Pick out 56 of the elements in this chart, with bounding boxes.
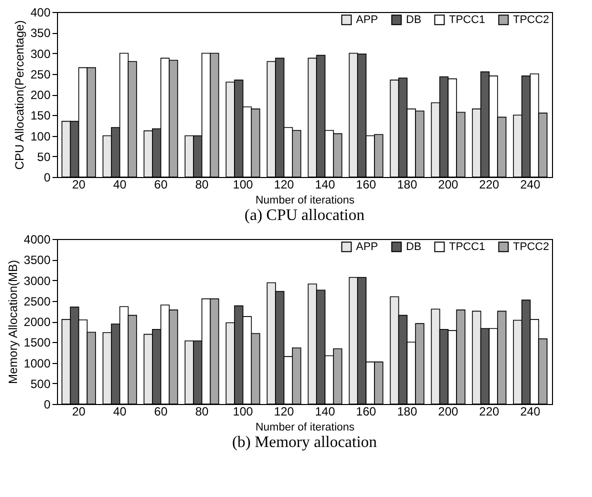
- x-tick-label: 60: [154, 178, 168, 192]
- x-tick-label: 240: [520, 178, 541, 192]
- y-tick-label: 200: [30, 88, 51, 102]
- x-tick-label: 120: [274, 178, 294, 192]
- legend-label: DB: [406, 14, 422, 26]
- x-tick-label: 220: [479, 404, 500, 418]
- y-tick-label: 400: [30, 6, 51, 20]
- x-tick-label: 200: [438, 178, 458, 192]
- y-tick-label: 100: [30, 129, 51, 144]
- y-tick-label: 4000: [24, 232, 51, 246]
- x-axis-title: Number of iterations: [255, 194, 356, 206]
- x-tick-label: 140: [315, 404, 336, 418]
- x-tick-label: 80: [195, 178, 209, 192]
- y-tick-label: 350: [30, 26, 51, 40]
- y-tick-label: 300: [30, 46, 51, 61]
- x-tick-label: 40: [113, 178, 127, 192]
- y-axis-title: CPU Allocation(Percentage): [12, 20, 26, 170]
- y-tick-label: 50: [37, 150, 51, 164]
- x-tick-label: 100: [232, 404, 254, 418]
- y-tick-label: 3000: [24, 274, 51, 288]
- y-tick-label: 2000: [24, 315, 51, 329]
- y-tick-label: 0: [44, 170, 51, 184]
- x-tick-label: 240: [520, 404, 541, 418]
- legend-label: TPCC1: [449, 14, 486, 26]
- text: (b) Memory allocation: [232, 434, 377, 451]
- text: (a) CPU allocation: [244, 207, 364, 224]
- x-tick-label: 120: [274, 404, 294, 418]
- x-tick-label: 40: [113, 404, 127, 418]
- x-tick-label: 80: [195, 404, 209, 418]
- x-axis-title: Number of iterations: [255, 422, 356, 434]
- y-tick-label: 1500: [24, 336, 51, 350]
- x-tick-label: 200: [438, 404, 458, 418]
- x-tick-label: 100: [232, 178, 254, 192]
- legend-label: TPCC2: [513, 14, 550, 26]
- x-tick-label: 20: [72, 404, 86, 418]
- x-tick-label: 180: [397, 404, 418, 418]
- legend-label: DB: [406, 240, 422, 253]
- x-tick-label: 180: [397, 178, 418, 192]
- y-tick-label: 150: [30, 108, 51, 123]
- y-tick-label: 500: [30, 376, 51, 391]
- x-tick-label: 160: [356, 404, 376, 418]
- y-tick-label: 3500: [24, 253, 51, 268]
- x-tick-label: 160: [356, 178, 376, 192]
- x-tick-label: 60: [154, 404, 168, 418]
- legend-label: APP: [356, 14, 378, 26]
- x-tick-label: 20: [72, 178, 86, 192]
- y-tick-label: 2500: [24, 294, 51, 308]
- y-tick-label: 1000: [24, 356, 51, 370]
- y-tick-label: 250: [30, 67, 51, 82]
- legend-label: TPCC2: [513, 240, 550, 253]
- y-tick-label: 0: [44, 398, 51, 412]
- x-tick-label: 220: [479, 178, 500, 192]
- legend-label: APP: [356, 240, 378, 253]
- y-axis-title: Memory Allocation(MB): [6, 260, 20, 384]
- x-tick-label: 140: [315, 178, 336, 192]
- legend-label: TPCC1: [449, 240, 486, 253]
